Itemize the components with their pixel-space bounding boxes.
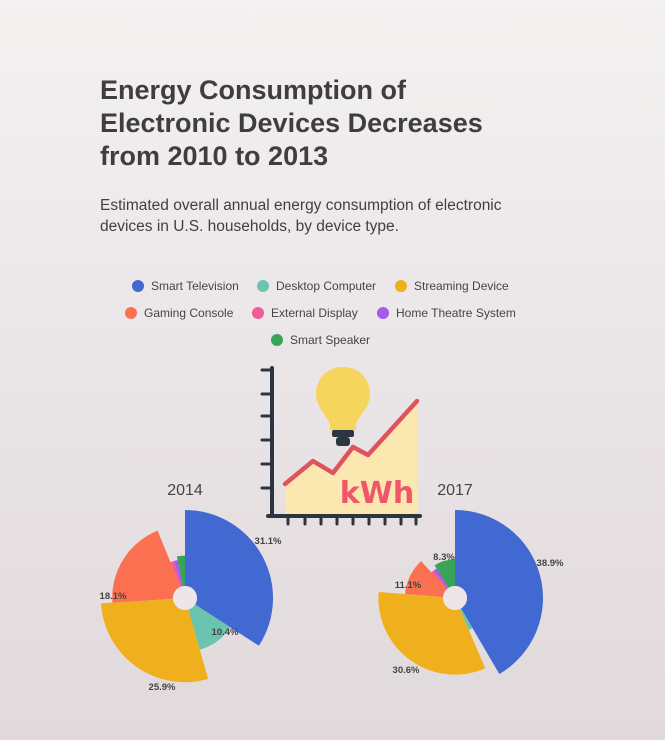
legend-label: Streaming Device bbox=[414, 279, 509, 293]
legend-label: Desktop Computer bbox=[276, 279, 377, 293]
legend-item: Desktop Computer bbox=[257, 279, 376, 293]
lightbulb-growth-chart-icon: kWh bbox=[260, 366, 422, 526]
legend-marker bbox=[271, 334, 283, 346]
legend-marker bbox=[377, 307, 389, 319]
illustration-bulb-tip bbox=[336, 437, 350, 446]
pie-slice bbox=[185, 510, 274, 646]
legend-item: Streaming Device bbox=[395, 279, 509, 293]
pie-slice bbox=[112, 530, 181, 603]
legend-item: Gaming Console bbox=[125, 306, 233, 320]
pie-center-hole bbox=[443, 586, 467, 610]
illustration-bulb bbox=[316, 367, 370, 430]
legend-label: External Display bbox=[271, 306, 358, 320]
legend-marker bbox=[125, 307, 137, 319]
legend-marker bbox=[252, 307, 264, 319]
pie-center-hole bbox=[173, 586, 197, 610]
illustration-trend-line bbox=[282, 398, 420, 487]
pie-data-label: 10.4% bbox=[212, 627, 239, 638]
pie-chart-2017: 2017 38.9% 30.6% 11.1% 8.3% bbox=[378, 482, 564, 676]
illustration-bulb-base bbox=[332, 430, 354, 437]
legend-label: Gaming Console bbox=[144, 306, 234, 320]
legend-label: Home Theatre System bbox=[396, 306, 516, 320]
pie-data-label: 25.9% bbox=[149, 682, 176, 693]
pie-slice bbox=[176, 555, 185, 587]
legend-marker bbox=[257, 280, 269, 292]
legend-item: External Display bbox=[252, 306, 358, 320]
pie-slice bbox=[100, 598, 209, 683]
pie-slice bbox=[459, 608, 473, 630]
pie-data-label: 11.1% bbox=[395, 580, 422, 591]
pie-title: 2014 bbox=[167, 482, 203, 499]
pie-slice bbox=[455, 510, 544, 675]
pie-title: 2017 bbox=[437, 482, 473, 499]
illustration-area bbox=[285, 401, 417, 515]
pie-slice bbox=[431, 570, 448, 590]
illustration-kwh-label: kWh bbox=[340, 476, 414, 511]
pie-slice bbox=[434, 559, 455, 588]
legend-item: Smart Speaker bbox=[271, 333, 370, 347]
legend-item: Smart Television bbox=[132, 279, 239, 293]
pie-slice bbox=[378, 591, 486, 675]
pie-slice bbox=[433, 568, 449, 589]
illustration-x-ticks bbox=[286, 514, 418, 526]
pie-data-label: 31.1% bbox=[255, 536, 282, 547]
legend-item: Home Theatre System bbox=[377, 306, 516, 320]
pie-data-label: 30.6% bbox=[393, 665, 420, 676]
chart-subtitle: Estimated overall annual energy consumpt… bbox=[100, 197, 502, 235]
legend-marker bbox=[395, 280, 407, 292]
pie-slice bbox=[170, 561, 182, 587]
pie-data-label: 38.9% bbox=[537, 558, 564, 569]
legend-label: Smart Television bbox=[151, 279, 239, 293]
pie-data-label: 8.3% bbox=[433, 552, 455, 563]
pie-slice bbox=[188, 604, 231, 650]
pie-chart-2014: 2014 31.1% 10.4% 25.9% 18.1% bbox=[100, 482, 282, 693]
pie-data-label: 18.1% bbox=[100, 591, 127, 602]
pie-slice bbox=[173, 560, 183, 587]
illustration-y-ticks bbox=[260, 368, 274, 490]
chart-title: Energy Consumption of Electronic Devices… bbox=[100, 75, 483, 171]
legend-label: Smart Speaker bbox=[290, 333, 371, 347]
legend-marker bbox=[132, 280, 144, 292]
pie-charts: 2014 31.1% 10.4% 25.9% 18.1% 2017 38.9% 30.6% 11… bbox=[100, 482, 564, 693]
pie-slice bbox=[405, 561, 447, 598]
